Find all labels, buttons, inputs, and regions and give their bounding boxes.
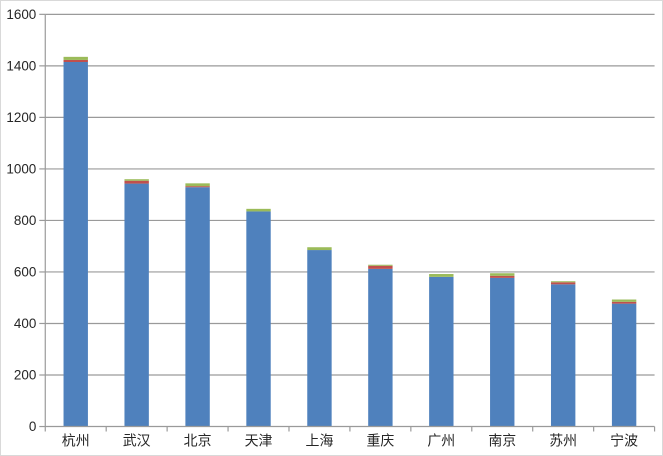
bar-segment-blue-ningbo — [611, 303, 637, 427]
bar-segment-blue-hangzhou — [63, 62, 88, 427]
bar-segment-red-wuhan — [124, 180, 149, 184]
bar-segment-red-nanjing — [490, 275, 515, 278]
bar-segment-blue-chongqing — [368, 268, 393, 427]
y-axis-label-600: 600 — [14, 264, 36, 279]
bar-segment-blue-tianjin — [246, 211, 271, 427]
x-axis-label-guangzhou: 广州 — [427, 432, 455, 448]
x-axis-label-shanghai: 上海 — [306, 432, 334, 448]
bar-segment-red-hangzhou — [63, 59, 88, 63]
bar-segment-green-hangzhou — [63, 56, 88, 60]
bar-segment-green-wuhan — [124, 179, 149, 181]
bar-segment-blue-wuhan — [124, 183, 149, 427]
x-axis-label-suzhou: 苏州 — [549, 432, 577, 448]
y-axis-label-1200: 1200 — [6, 110, 36, 125]
y-axis-label-200: 200 — [14, 367, 36, 382]
bar-segment-green-ningbo — [611, 299, 637, 302]
bar-segment-blue-nanjing — [490, 277, 515, 427]
bar-segment-green-suzhou — [550, 281, 576, 283]
bar-segment-red-beijing — [185, 186, 210, 188]
x-axis-label-nanjing: 南京 — [488, 432, 516, 448]
bar-segment-green-shanghai — [307, 247, 332, 251]
bar-segment-green-nanjing — [490, 273, 515, 276]
bar-segment-green-tianjin — [246, 208, 271, 212]
y-axis-label-1600: 1600 — [6, 7, 36, 22]
bar-segment-green-guangzhou — [429, 274, 454, 277]
bar-segment-blue-shanghai — [307, 250, 332, 427]
bar-segment-red-suzhou — [550, 282, 576, 285]
y-axis-label-1000: 1000 — [6, 161, 36, 176]
y-axis-label-1400: 1400 — [6, 58, 36, 73]
x-axis-label-ningbo: 宁波 — [610, 432, 638, 448]
y-axis-label-400: 400 — [14, 316, 36, 331]
bar-segment-blue-guangzhou — [429, 276, 454, 427]
bar-segment-red-ningbo — [611, 301, 637, 304]
x-axis-label-chongqing: 重庆 — [366, 432, 394, 448]
x-axis-label-tianjin: 天津 — [245, 432, 273, 448]
bar-segment-blue-suzhou — [550, 284, 576, 427]
x-axis-label-hangzhou: 杭州 — [62, 432, 90, 448]
bar-segment-green-chongqing — [368, 264, 393, 266]
y-axis-label-0: 0 — [29, 419, 36, 434]
y-axis-label-800: 800 — [14, 213, 36, 228]
x-axis-label-beijing: 北京 — [184, 432, 212, 448]
bar-segment-red-chongqing — [368, 265, 393, 269]
bar-segment-green-beijing — [185, 183, 210, 187]
x-axis-label-wuhan: 武汉 — [123, 432, 151, 448]
bar-segment-blue-beijing — [185, 187, 210, 427]
